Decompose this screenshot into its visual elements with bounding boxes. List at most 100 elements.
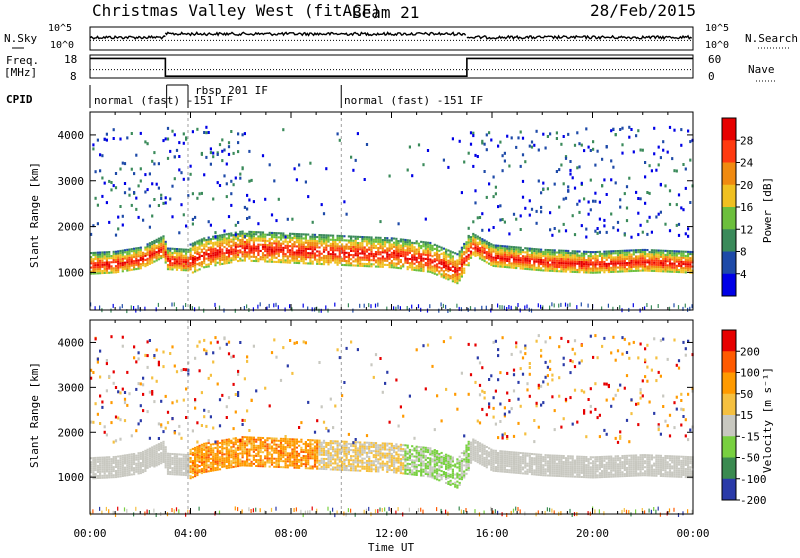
power-cell [92,268,94,270]
power-cell [617,271,619,273]
velocity-sparse-cell [171,401,173,404]
power-cell [413,263,415,265]
power-sparse-cell [122,215,124,218]
power-cell [427,246,429,248]
velocity-cell [171,473,173,475]
power-cell [260,240,262,242]
power-cell [495,249,497,251]
power-sparse-cell [124,162,126,165]
power-cell [615,258,617,260]
power-cell [357,238,359,240]
power-sparse-cell [493,176,495,179]
power-cell [321,253,323,255]
power-sparse-cell [151,160,153,163]
power-sparse-cell [615,181,617,184]
velocity-cell [248,438,250,440]
power-cell [533,258,535,260]
power-cell [300,246,302,248]
power-cell [465,245,467,247]
power-sparse-cell [364,178,366,181]
power-cell [316,250,318,252]
power-cell [456,253,458,255]
power-cell [558,266,560,268]
power-cell [393,238,395,240]
velocity-cell [235,453,237,455]
power-cell [162,252,164,254]
power-sparse-cell [612,128,614,131]
power-cell [407,243,409,245]
velocity-cell [124,473,126,475]
power-cell [379,266,381,268]
power-cell [138,268,140,270]
power-cell [461,257,463,259]
power-cell [113,271,115,273]
power-cell [673,252,675,254]
power-cell [296,254,298,256]
power-cell [199,242,201,244]
velocity-cell [135,465,137,467]
velocity-cell [221,444,223,446]
power-cell [162,239,164,241]
velocity-cell [282,448,284,450]
velocity-cell [203,455,205,457]
power-cell [325,259,327,261]
power-cell [389,266,391,268]
power-cell [416,249,418,251]
power-cell [461,251,463,253]
power-cell [133,250,135,252]
power-cell [590,255,592,257]
power-sparse-cell [522,196,524,199]
power-cell [615,265,617,267]
velocity-sparse-cell [185,416,187,419]
velocity-cell [117,464,119,466]
velocity-cell [97,471,99,473]
power-cell [384,251,386,253]
power-cell [389,250,391,252]
power-cell [386,264,388,266]
power-cell [416,240,418,242]
power-cell [264,250,266,252]
velocity-sparse-cell [119,418,121,421]
velocity-cell [289,461,291,463]
power-cell [673,265,675,267]
power-cell [484,252,486,254]
velocity-cell [162,445,164,447]
power-cell [359,246,361,248]
power-cell [321,236,323,238]
velocity-cell [194,453,196,455]
date-title: 28/Feb/2015 [590,1,696,20]
velocity-cell [169,459,171,461]
velocity-clutter-cell [174,509,175,513]
power-cell [425,248,427,250]
power-cell [176,252,178,254]
power-cell [422,258,424,260]
velocity-cell [115,462,117,464]
power-cell [565,260,567,262]
power-cell [522,259,524,261]
power-cell [465,241,467,243]
power-cell [273,251,275,253]
velocity-cell [244,444,246,446]
velocity-cell [185,462,187,464]
power-cell [418,265,420,267]
power-cell [640,261,642,263]
power-cell [368,259,370,261]
power-sparse-cell [685,232,687,235]
velocity-cell [199,445,201,447]
velocity-cell [183,454,185,456]
power-cell [309,248,311,250]
power-cell [291,251,293,253]
power-cell [495,251,497,253]
power-cell [149,253,151,255]
power-sparse-cell [99,153,101,156]
power-cell [646,259,648,261]
power-cell [416,261,418,263]
velocity-cell [214,461,216,463]
power-cell [153,240,155,242]
power-cbar-label: 12 [740,223,753,236]
velocity-cell [262,445,264,447]
velocity-cell [119,459,121,461]
power-cell [422,245,424,247]
power-cell [461,253,463,255]
power-cell [581,263,583,265]
